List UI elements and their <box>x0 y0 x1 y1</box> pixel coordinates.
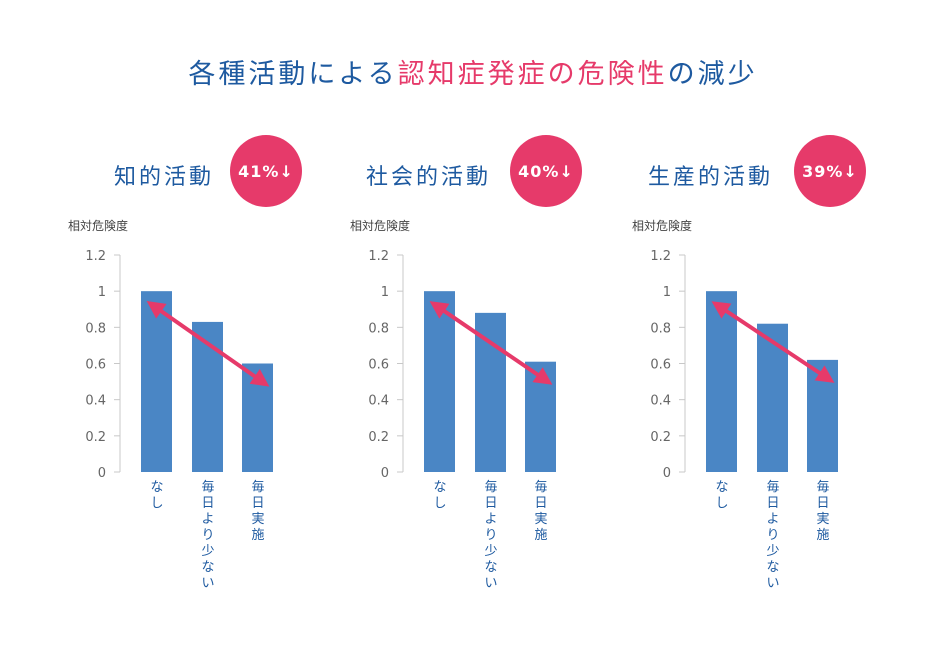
category-label: 毎日実施 <box>534 480 548 543</box>
reduction-badge: 40%↓ <box>510 135 582 207</box>
y-tick-label: 0 <box>98 466 106 481</box>
bar-chart: 0 0.2 0.4 0.6 0.8 1 1.2 <box>85 249 273 481</box>
y-tick-label: 0.4 <box>368 394 389 409</box>
category-label: 毎日より少ない <box>484 480 498 591</box>
y-tick-label: 1 <box>98 285 106 300</box>
category-label: なし <box>715 480 729 511</box>
y-axis-label: 相対危険度 <box>350 219 411 233</box>
category-label: なし <box>433 480 447 511</box>
y-tick-label: 0 <box>381 466 389 481</box>
y-tick-label: 0.6 <box>650 358 671 373</box>
y-tick-label: 0.6 <box>85 358 106 373</box>
category-label: 毎日より少ない <box>766 480 780 591</box>
reduction-badge: 41%↓ <box>230 135 302 207</box>
y-tick-label: 0.2 <box>85 430 106 445</box>
y-tick-label: 1.2 <box>650 249 671 264</box>
bar-chart: 0 0.2 0.4 0.6 0.8 1 1.2 <box>368 249 556 481</box>
y-tick-label: 1 <box>663 285 671 300</box>
y-tick-label: 1.2 <box>368 249 389 264</box>
y-tick-label: 0.4 <box>650 394 671 409</box>
bar <box>757 323 788 472</box>
reduction-arrow <box>429 301 553 385</box>
y-tick-label: 0.8 <box>85 321 106 336</box>
chart-panel-intellectual: 知的活動 41%↓ 相対危険度 0 0.2 0.4 0.6 0.8 1 1.2 なし 毎日よ… <box>0 0 302 654</box>
panel-title: 生産的活動 <box>648 165 774 190</box>
bar-chart: 0 0.2 0.4 0.6 0.8 1 1.2 <box>650 249 838 481</box>
chart-panel-productive: 生産的活動 39%↓ 相対危険度 0 0.2 0.4 0.6 0.8 1 1.2 なし 毎日… <box>600 0 900 654</box>
category-label: 毎日より少ない <box>201 480 215 591</box>
y-tick-label: 0.8 <box>650 321 671 336</box>
title-part-2: 認知症発症の危険性 <box>397 59 668 90</box>
y-tick-label: 0 <box>663 466 671 481</box>
title-part-3: の減少 <box>667 59 758 90</box>
panel-title: 知的活動 <box>114 165 215 190</box>
y-tick-label: 0.4 <box>85 394 106 409</box>
y-tick-label: 0.8 <box>368 321 389 336</box>
y-tick-label: 0.2 <box>650 430 671 445</box>
page-title: 各種活動による認知症発症の危険性の減少 <box>0 52 946 91</box>
y-tick-label: 1 <box>381 285 389 300</box>
reduction-arrow <box>711 301 835 383</box>
category-label: 毎日実施 <box>251 480 265 543</box>
y-axis-label: 相対危険度 <box>68 219 129 233</box>
category-label: なし <box>150 480 164 511</box>
category-label: 毎日実施 <box>816 480 830 543</box>
bar <box>706 291 737 472</box>
y-tick-label: 0.6 <box>368 358 389 373</box>
panel-title: 社会的活動 <box>366 165 492 190</box>
chart-panel-social: 社会的活動 40%↓ 相対危険度 0 0.2 0.4 0.6 0.8 1 1.2 なし 毎日… <box>300 0 600 654</box>
y-axis-label: 相対危険度 <box>632 219 693 233</box>
bar <box>424 291 455 472</box>
bar <box>141 291 172 472</box>
reduction-arrow <box>146 301 270 387</box>
reduction-badge: 39%↓ <box>794 135 866 207</box>
y-tick-label: 0.2 <box>368 430 389 445</box>
y-tick-label: 1.2 <box>85 249 106 264</box>
title-part-1: 各種活動による <box>188 59 398 90</box>
